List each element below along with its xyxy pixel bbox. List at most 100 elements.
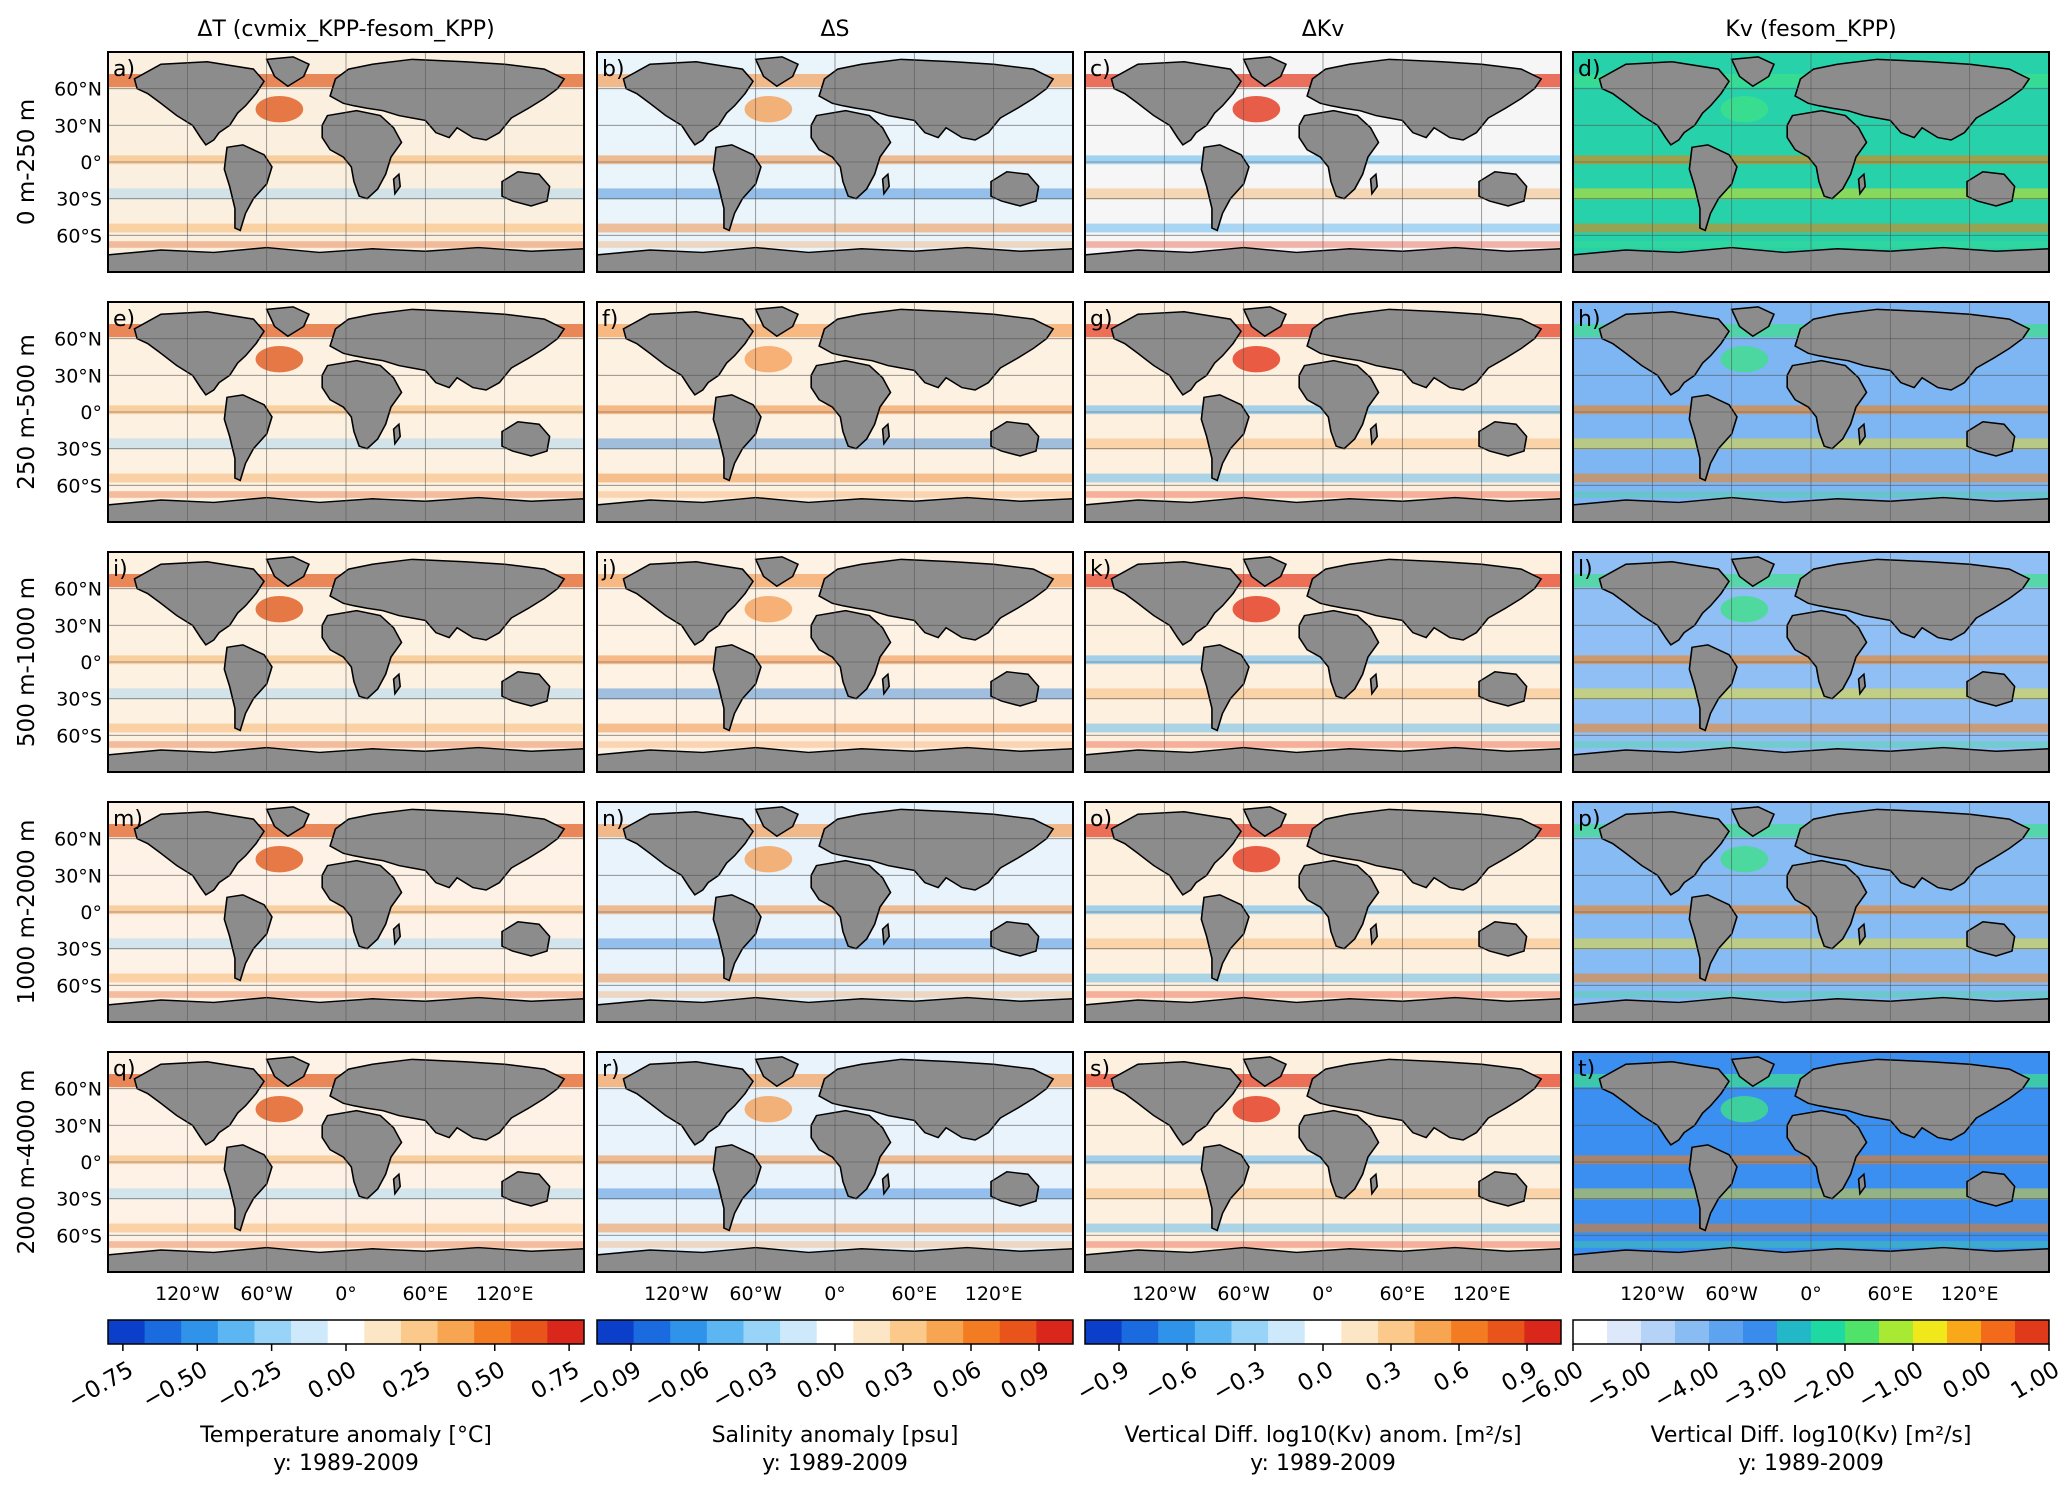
panel-frame xyxy=(596,1051,1074,1273)
colorbar-tick-label: 0.6 xyxy=(1429,1357,1474,1398)
colorbar-tick-label: −0.09 xyxy=(572,1357,646,1415)
panel-frame xyxy=(107,551,585,773)
colorbar-segment xyxy=(400,1320,439,1344)
colorbar-segment xyxy=(816,1320,854,1344)
north-atlantic-hotspot xyxy=(1232,1096,1281,1123)
map-panel: s) 120°W 60°W 0° 60°E 120°E xyxy=(1084,1051,1562,1305)
colorbar-segment xyxy=(889,1320,928,1344)
colorbar-tick-label: 0.25 xyxy=(378,1357,435,1405)
panel-frame xyxy=(1084,801,1562,1023)
lat-tick-label: 30°N xyxy=(54,115,102,137)
panel-letter: m) xyxy=(113,807,143,832)
colorbar-segment xyxy=(108,1320,146,1344)
lat-tick-label: 0° xyxy=(80,652,102,674)
panel-frame xyxy=(596,301,1074,523)
colorbars: −0.75 −0.50 −0.25 0.00 0.25 0.50 0.75Temperatu… xyxy=(64,1319,2064,1476)
colorbar-period: y: 1989-2009 xyxy=(1250,1451,1396,1476)
panel-letter: q) xyxy=(113,1057,136,1082)
colorbar-segment xyxy=(1194,1320,1232,1344)
colorbar-label: Temperature anomaly [°C] xyxy=(199,1423,492,1448)
colorbar-segment xyxy=(926,1320,964,1344)
lon-tick-label: 0° xyxy=(1312,1283,1334,1305)
panel-letter: f) xyxy=(602,307,618,332)
colorbar-segment xyxy=(1743,1320,1778,1344)
map-panel: k) xyxy=(1084,551,1562,773)
north-atlantic-hotspot xyxy=(744,346,793,373)
lon-tick-label: 120°E xyxy=(1941,1283,1999,1305)
panel-letter: t) xyxy=(1578,1057,1595,1082)
lat-tick-label: 0° xyxy=(80,402,102,424)
north-atlantic-hotspot xyxy=(255,96,304,123)
north-atlantic-hotspot xyxy=(1720,346,1769,373)
map-panel: g) xyxy=(1084,301,1562,523)
colorbar-segment xyxy=(474,1320,512,1344)
panel-frame xyxy=(1084,301,1562,523)
colorbar-segment xyxy=(780,1320,818,1344)
colorbar-label: Salinity anomaly [psu] xyxy=(712,1423,959,1448)
lon-tick-label: 60°E xyxy=(1380,1283,1426,1305)
colorbar-tick-label: −0.3 xyxy=(1209,1357,1270,1407)
map-panel: p) xyxy=(1572,801,2050,1023)
north-atlantic-hotspot xyxy=(744,1096,793,1123)
colorbar-tick-label: 0.03 xyxy=(861,1357,918,1405)
colorbar-tick-label: −4.00 xyxy=(1650,1357,1724,1415)
map-panel: o) xyxy=(1084,801,1562,1023)
colorbar-segment xyxy=(999,1320,1037,1344)
panel-frame xyxy=(1084,1051,1562,1273)
north-atlantic-hotspot xyxy=(255,846,304,873)
colorbar-segment xyxy=(1845,1320,1880,1344)
lon-tick-label: 0° xyxy=(824,1283,846,1305)
colorbar-segment xyxy=(1085,1320,1123,1344)
colorbar-tick-label: −3.00 xyxy=(1718,1357,1792,1415)
map-panel: d) xyxy=(1572,51,2050,273)
lat-tick-label: 0° xyxy=(80,1152,102,1174)
lat-tick-label: 30°N xyxy=(54,365,102,387)
north-atlantic-hotspot xyxy=(1232,846,1281,873)
panel-letter: i) xyxy=(113,557,128,582)
map-panel: b) xyxy=(596,51,1074,273)
colorbar-tick-label: −0.03 xyxy=(708,1357,782,1415)
map-panel: c) xyxy=(1084,51,1562,273)
lon-tick-label: 120°W xyxy=(155,1283,220,1305)
panel-frame xyxy=(1084,51,1562,273)
colorbar-segment xyxy=(1981,1320,2016,1344)
colorbar-tick-label: −0.50 xyxy=(138,1357,212,1415)
panel-letter: d) xyxy=(1578,57,1601,82)
lat-tick-label: 30°N xyxy=(54,1115,102,1137)
lon-tick-label: 120°E xyxy=(476,1283,534,1305)
panel-frame xyxy=(596,801,1074,1023)
colorbar-segment xyxy=(510,1320,548,1344)
colorbar-tick-label: −0.06 xyxy=(640,1357,714,1415)
colorbar-segment xyxy=(327,1320,365,1344)
panel-letter: a) xyxy=(113,57,135,82)
lat-tick-label: 30°S xyxy=(56,439,102,461)
row-labels: 0 m-250 m 250 m-500 m 500 m-1000 m 1000 m-2… xyxy=(14,99,40,1255)
panel-letter: j) xyxy=(601,557,617,582)
map-panel: j) xyxy=(596,551,1074,773)
colorbar-segment xyxy=(1524,1320,1562,1344)
colorbar-segment xyxy=(217,1320,255,1344)
north-atlantic-hotspot xyxy=(1720,596,1769,623)
column-title: ΔT (cvmix_KPP-fesom_KPP) xyxy=(197,17,494,42)
colorbar-segment xyxy=(254,1320,292,1344)
colorbar-tick-label: 0.50 xyxy=(452,1357,509,1405)
panel-frame xyxy=(1572,801,2050,1023)
panel-frame xyxy=(596,551,1074,773)
colorbar-segment xyxy=(1451,1320,1489,1344)
colorbar-segment xyxy=(437,1320,475,1344)
lon-tick-label: 120°W xyxy=(1132,1283,1197,1305)
colorbar-segment xyxy=(963,1320,1001,1344)
panel-letter: g) xyxy=(1090,307,1113,332)
lat-tick-label: 60°N xyxy=(54,829,102,851)
panel-letter: s) xyxy=(1090,1057,1110,1082)
lon-tick-label: 0° xyxy=(335,1283,357,1305)
lon-tick-label: 60°W xyxy=(1217,1283,1270,1305)
column-titles: ΔT (cvmix_KPP-fesom_KPP) ΔS ΔKv Kv (fesom_K… xyxy=(197,17,1896,42)
panel-frame xyxy=(596,51,1074,273)
map-panel: t) 120°W 60°W 0° 60°E 120°E xyxy=(1572,1051,2050,1305)
lon-tick-label: 60°E xyxy=(1868,1283,1914,1305)
column-title: ΔS xyxy=(820,17,849,42)
north-atlantic-hotspot xyxy=(1232,596,1281,623)
lon-tick-label: 120°W xyxy=(644,1283,709,1305)
